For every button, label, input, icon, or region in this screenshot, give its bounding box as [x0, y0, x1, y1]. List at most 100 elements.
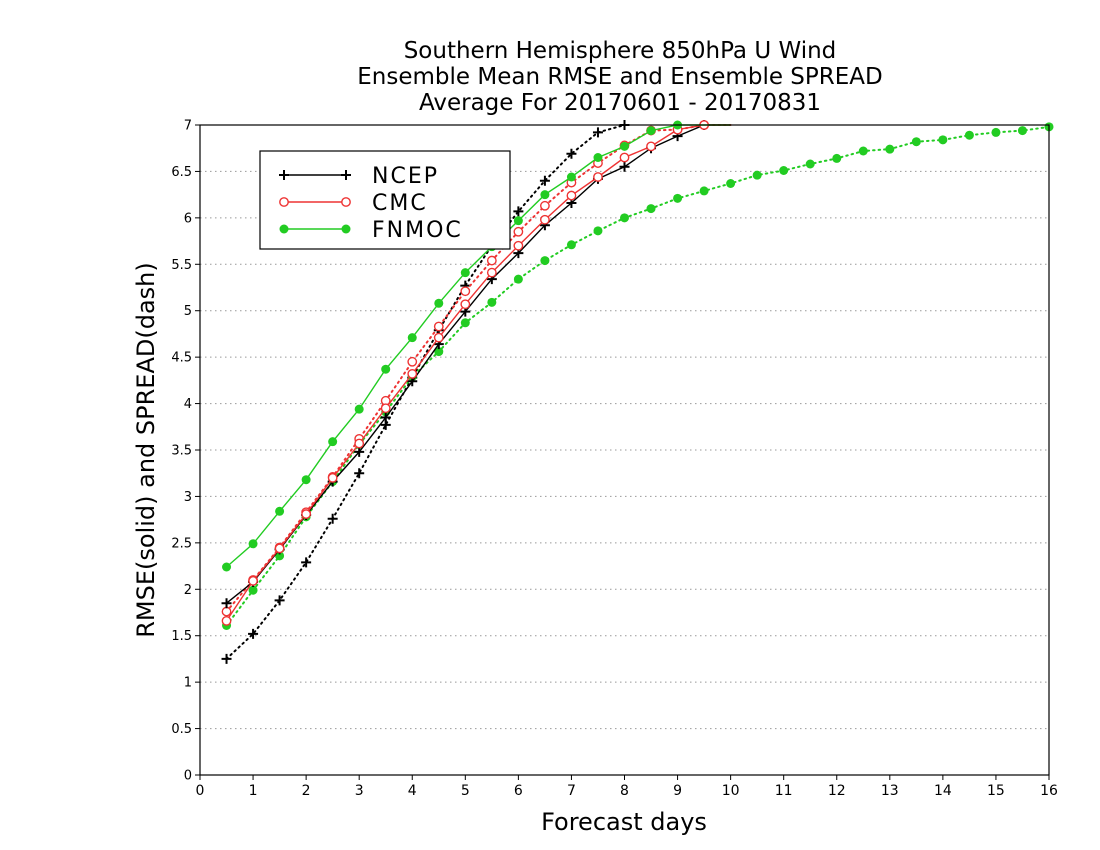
fnmoc-spread-point: [540, 256, 550, 266]
fnmoc-spread-point: [832, 153, 842, 163]
x-tick-label: 6: [514, 783, 523, 799]
cmc-point: [460, 299, 471, 310]
fnmoc-point: [434, 298, 444, 308]
fnmoc-spread-line: [225, 125, 1050, 627]
fnmoc-spread-point: [752, 170, 762, 180]
cmc-spread-point: [513, 226, 524, 237]
chart-title-line-1: Southern Hemisphere 850hPa U Wind: [403, 38, 837, 64]
fnmoc-spread-point: [938, 135, 948, 145]
fnmoc-spread-point: [646, 204, 656, 214]
fnmoc-point: [646, 126, 656, 136]
fnmoc-spread-point: [513, 274, 523, 284]
cmc-spread-line: [225, 124, 732, 613]
y-tick-label: 4.5: [171, 351, 192, 366]
ncep-spread-point: [327, 513, 338, 524]
fnmoc-spread-point: [885, 144, 895, 154]
fnmoc-spread-point: [620, 213, 629, 223]
chart-title-line-3: Average For 20170601 - 20170831: [418, 90, 822, 116]
cmc-spread-point: [433, 321, 444, 332]
cmc-point: [566, 190, 577, 201]
cmc-point: [248, 576, 258, 586]
y-tick-label: 4: [184, 397, 192, 412]
legend-item-fnmoc: FNMOC: [279, 218, 463, 243]
ncep-line: [226, 124, 731, 604]
fnmoc-spread-point: [779, 166, 789, 175]
y-axis-label: RMSE(solid) and SPREAD(dash): [132, 262, 160, 638]
cmc-spread-point: [460, 286, 471, 297]
fnmoc-point: [513, 216, 523, 226]
y-tick-label: 6: [184, 211, 192, 226]
cmc-point: [486, 267, 497, 278]
fnmoc-point: [301, 475, 311, 485]
fnmoc-spread-point: [460, 318, 470, 328]
fnmoc-spread-point: [911, 137, 921, 147]
y-tick-label: 5.5: [171, 258, 192, 273]
cmc-point: [593, 172, 603, 182]
x-tick-label: 8: [620, 783, 629, 799]
ncep-spread-point: [354, 468, 365, 479]
x-axis-label: Forecast days: [541, 808, 707, 836]
fnmoc-point: [407, 333, 417, 343]
legend-marker-fnmoc: [279, 224, 289, 234]
fnmoc-point: [381, 364, 391, 374]
fnmoc-point: [354, 404, 364, 414]
cmc-point: [301, 509, 312, 519]
ncep-spread-point: [274, 595, 285, 606]
ncep-spread-point: [301, 557, 312, 568]
fnmoc-point: [593, 153, 603, 162]
fnmoc-spread-point: [275, 551, 285, 561]
series-fnmoc-spread: [222, 122, 1054, 630]
y-tick-label: 7: [184, 119, 192, 134]
fnmoc-point: [460, 268, 470, 278]
cmc-point: [433, 332, 444, 343]
y-tick-label: 1.5: [171, 629, 192, 644]
cmc-point: [327, 472, 338, 483]
x-tick-label: 11: [775, 783, 793, 799]
fnmoc-point: [540, 190, 550, 200]
fnmoc-spread-point: [991, 127, 1001, 137]
legend-marker-ncep: [279, 170, 289, 180]
fnmoc-point: [620, 141, 629, 151]
cmc-point: [274, 543, 285, 554]
y-tick-label: 3: [184, 490, 192, 505]
y-tick-label: 1: [184, 676, 192, 691]
fnmoc-spread-point: [964, 130, 974, 140]
x-tick-label: 16: [1040, 783, 1058, 799]
ncep-point: [380, 412, 391, 423]
cmc-point: [221, 615, 232, 626]
x-tick-label: 12: [828, 783, 846, 799]
legend-marker-cmc: [279, 197, 289, 207]
ncep-spread-point: [566, 148, 577, 159]
fnmoc-spread-point: [487, 297, 497, 307]
cmc-point: [354, 438, 365, 449]
y-tick-label: 0: [184, 769, 192, 784]
ncep-spread-point: [248, 628, 259, 639]
cmc-spread-point: [221, 606, 232, 617]
cmc-point: [407, 368, 418, 379]
ncep-spread-point: [221, 653, 232, 664]
x-tick-label: 9: [673, 783, 682, 799]
legend-label-cmc: CMC: [372, 191, 428, 216]
x-tick-label: 14: [934, 783, 952, 799]
y-tick-label: 3.5: [171, 444, 192, 459]
fnmoc-line: [226, 124, 731, 568]
cmc-point: [380, 403, 391, 414]
fnmoc-point: [566, 172, 576, 182]
x-tick-label: 5: [461, 783, 470, 799]
cmc-spread-point: [407, 356, 418, 367]
x-tick-label: 1: [249, 783, 258, 799]
x-tick-label: 7: [567, 783, 576, 799]
y-tick-label: 0.5: [171, 722, 192, 737]
legend-marker-fnmoc: [341, 224, 351, 234]
legend-marker-ncep: [341, 170, 351, 180]
fnmoc-point: [328, 437, 338, 447]
ncep-point: [221, 598, 232, 609]
legend-label-fnmoc: FNMOC: [372, 218, 463, 243]
fnmoc-spread-point: [858, 146, 868, 156]
fnmoc-spread-point: [1017, 126, 1027, 136]
cmc-point: [513, 240, 524, 251]
cmc-point: [540, 214, 550, 225]
cmc-point: [619, 152, 630, 163]
fnmoc-spread-point: [726, 179, 736, 188]
